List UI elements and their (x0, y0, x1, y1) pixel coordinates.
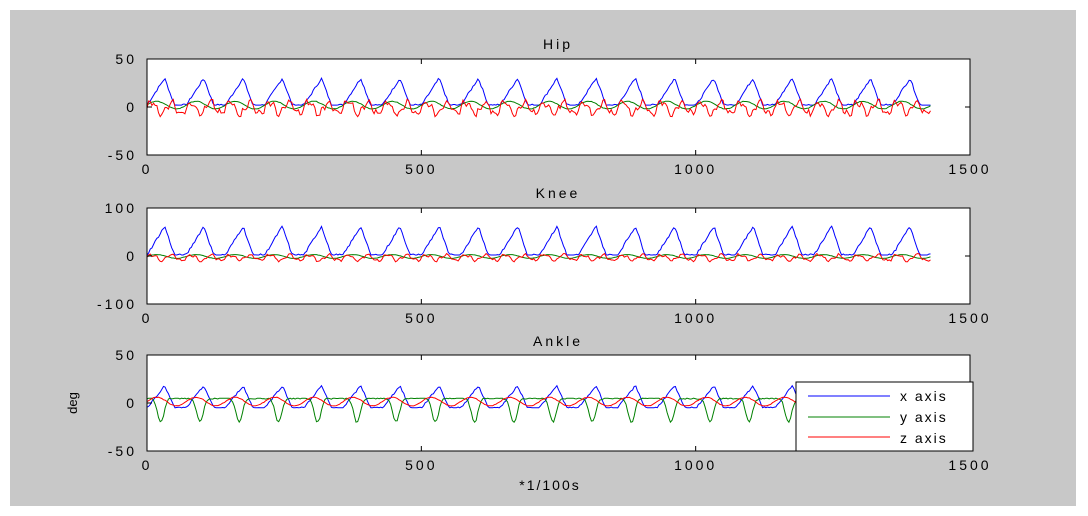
x-tick-label: 0 (142, 161, 153, 177)
legend: x axis y axis z axis (795, 381, 974, 452)
x-axis-label: *1/100s (519, 477, 580, 493)
x-tick-label: 0 (142, 457, 153, 473)
series-line-z-axis (146, 98, 931, 118)
x-tick-label: 500 (405, 457, 437, 473)
series-layer (146, 77, 931, 118)
y-tick-label: -50 (108, 147, 137, 163)
x-tick-label: 500 (405, 161, 437, 177)
series-line-y-axis (146, 254, 931, 259)
y-tick-label: 50 (115, 347, 137, 363)
x-tick-label: 1000 (674, 457, 717, 473)
y-tick-label: -50 (108, 443, 137, 459)
x-tick-label: 1500 (948, 457, 991, 473)
x-tick-label: 1500 (948, 310, 991, 326)
x-tick-label: 0 (142, 310, 153, 326)
y-tick-label: 100 (105, 200, 137, 216)
y-tick-label: 0 (126, 395, 137, 411)
legend-label-y: y axis (900, 409, 948, 425)
y-axis-label: deg (65, 392, 80, 414)
panel-title: Ankle (533, 333, 583, 349)
y-tick-label: 0 (126, 99, 137, 115)
series-line-z-axis (146, 252, 931, 263)
panel-title: Hip (543, 36, 573, 52)
series-line-x-axis (146, 225, 931, 256)
x-tick-label: 500 (405, 310, 437, 326)
y-tick-label: 0 (126, 248, 137, 264)
y-tick-label: -100 (97, 296, 137, 312)
legend-label-x: x axis (900, 388, 948, 404)
series-layer (146, 225, 931, 263)
series-line-y-axis (146, 100, 931, 110)
x-tick-label: 1000 (674, 161, 717, 177)
x-tick-label: 1500 (948, 161, 991, 177)
legend-label-z: z axis (900, 430, 948, 446)
panel-title: Knee (536, 185, 581, 201)
y-tick-label: 50 (115, 51, 137, 67)
x-tick-label: 1000 (674, 310, 717, 326)
